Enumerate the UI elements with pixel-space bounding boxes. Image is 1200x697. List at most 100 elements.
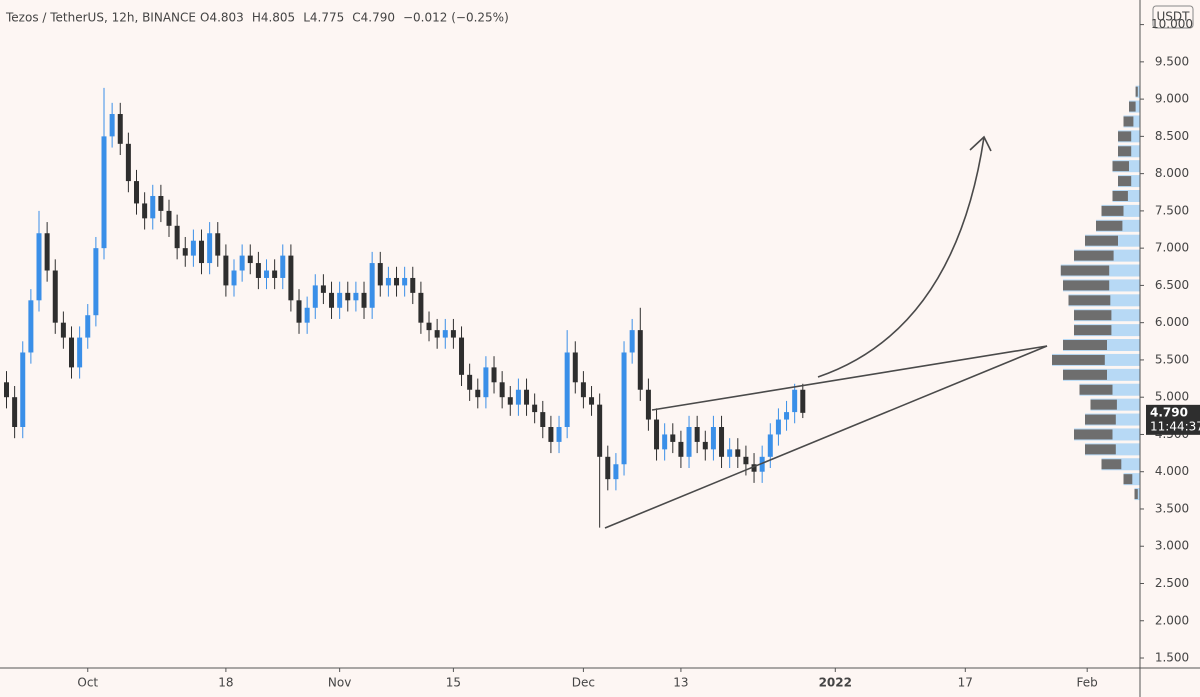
candle-body [109, 114, 115, 137]
last-price-box [1146, 404, 1200, 435]
candle-body [101, 136, 107, 249]
candle-body [629, 330, 635, 353]
arrow [817, 136, 985, 378]
candle-body [142, 203, 148, 219]
candle-body [662, 434, 668, 450]
header-value: L4.775 [303, 11, 344, 25]
trend-line [651, 345, 1048, 411]
volume-profile-down [1101, 459, 1122, 470]
candle-body [272, 270, 278, 278]
candle-body [361, 292, 367, 308]
candle-body [402, 277, 408, 286]
candle-body [377, 263, 383, 286]
candle-body [434, 330, 440, 338]
candle-body [735, 449, 741, 457]
candle-body [686, 427, 692, 457]
y-tick-label: 6.000 [1155, 315, 1189, 329]
candle-body [166, 210, 172, 226]
candle-body [580, 382, 586, 398]
volume-profile-down [1068, 295, 1111, 306]
candle-body [507, 397, 513, 405]
x-tick-label: Feb [1077, 676, 1098, 690]
header-value: H4.805 [252, 11, 295, 25]
candle-body [60, 322, 66, 338]
y-tick-label: 3.000 [1155, 539, 1189, 553]
volume-profile-down [1074, 310, 1112, 321]
arrow-head [969, 135, 992, 152]
x-tick-label: Oct [77, 676, 98, 690]
candle-body [69, 337, 75, 368]
y-tick-label: 3.500 [1155, 501, 1189, 515]
candle-body [645, 389, 651, 420]
y-tick-label: 5.000 [1155, 390, 1189, 404]
volume-profile-down [1085, 444, 1116, 455]
candle-body [792, 389, 798, 413]
candle-body [613, 464, 619, 480]
y-tick-label: 2.500 [1155, 576, 1189, 590]
volume-profile-down [1123, 116, 1134, 127]
y-tick-label: 5.500 [1155, 352, 1189, 366]
volume-profile-down [1063, 340, 1107, 351]
candle-body [52, 270, 58, 323]
header-value: O4.803 [200, 11, 244, 25]
header-values: O4.803 H4.805 L4.775 C4.790 −0.012 (−0.25%) [200, 11, 509, 25]
y-tick-label: 2.000 [1155, 613, 1189, 627]
candle-body [4, 382, 10, 398]
candle-body [694, 427, 700, 442]
candle-body [524, 389, 530, 405]
y-tick-label: 9.000 [1155, 92, 1189, 106]
volume-profile-down [1118, 131, 1132, 142]
candle-body [117, 114, 123, 144]
candle-body [442, 330, 448, 338]
candle-body [784, 412, 790, 420]
candle-body [564, 352, 570, 428]
volume-profile-down [1090, 399, 1117, 410]
x-tick-label: Dec [572, 676, 595, 690]
x-tick-label: 17 [958, 676, 973, 690]
x-tick-label: Nov [328, 676, 351, 690]
candle-body [134, 181, 140, 204]
candle-body [483, 367, 489, 398]
candle-body [199, 240, 205, 264]
volume-profile-down [1074, 325, 1112, 336]
candle-body [637, 330, 643, 390]
candle-body [337, 292, 343, 308]
volume-profile-down [1135, 86, 1138, 97]
trend-line [604, 345, 1048, 529]
candle-body [743, 456, 749, 465]
candle-body [589, 397, 595, 405]
volume-profile-down [1085, 235, 1118, 246]
x-tick-label: 2022 [819, 676, 852, 690]
candle-body [597, 404, 603, 457]
y-tick-label: 4.000 [1155, 464, 1189, 478]
volume-profile-down [1074, 429, 1113, 440]
volume-profile-down [1085, 414, 1116, 425]
countdown: 11:44:37 [1150, 419, 1200, 433]
chart-title: Tezos / TetherUS, 12h, BINANCE [5, 11, 196, 25]
y-tick-label: 8.000 [1155, 166, 1189, 180]
candle-body [467, 374, 473, 390]
candle-body [751, 464, 757, 472]
candle-body [540, 412, 546, 428]
candle-body [353, 292, 359, 301]
volume-profile-down [1101, 205, 1124, 216]
candle-body [418, 292, 424, 323]
header-value: C4.790 [352, 11, 395, 25]
candle-body [621, 352, 627, 465]
candle-body [775, 419, 781, 435]
candle-body [320, 285, 326, 293]
candle-body [304, 307, 310, 323]
header-value: −0.012 (−0.25%) [403, 11, 509, 25]
x-tick-label: 15 [446, 676, 461, 690]
x-tick-label: 13 [673, 676, 688, 690]
drawings [604, 135, 1048, 529]
x-tick-label: 18 [218, 676, 233, 690]
candle-body [385, 277, 391, 286]
candle-body [125, 143, 131, 182]
candle-body [85, 315, 91, 338]
candle-body [247, 255, 253, 264]
candle-body [702, 441, 708, 450]
volume-profile-down [1112, 161, 1129, 172]
candle-body [36, 233, 42, 301]
